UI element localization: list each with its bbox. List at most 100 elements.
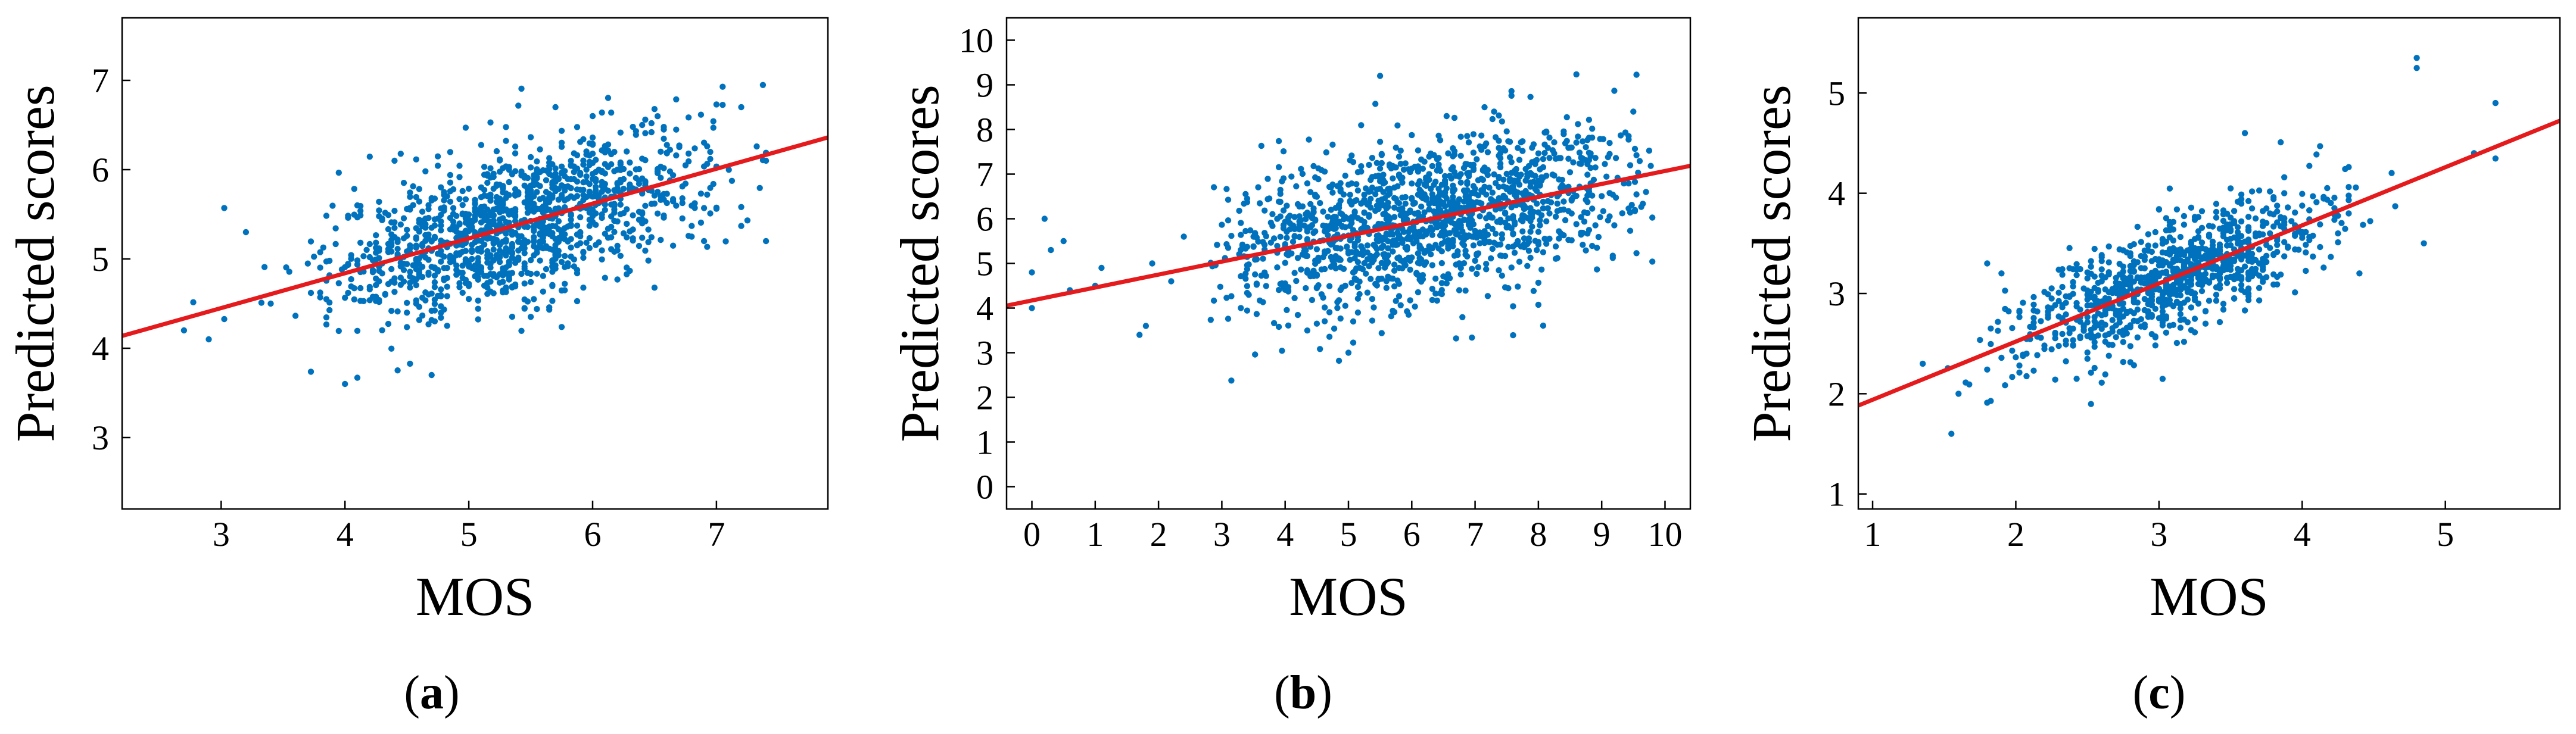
data-point xyxy=(1369,155,1376,161)
data-point xyxy=(1413,238,1420,245)
data-point xyxy=(1457,234,1464,241)
data-point xyxy=(1354,283,1362,291)
data-point xyxy=(1451,114,1458,121)
data-point xyxy=(1415,191,1422,198)
data-point xyxy=(1347,198,1353,204)
data-point xyxy=(1277,198,1284,205)
data-point xyxy=(1348,152,1355,159)
data-point xyxy=(391,289,398,295)
data-point xyxy=(1402,200,1409,207)
data-point xyxy=(1496,112,1502,119)
y-axis-label: Predicted scores xyxy=(1741,85,1802,442)
data-point xyxy=(2066,265,2073,271)
data-point xyxy=(1334,245,1341,252)
data-point xyxy=(1625,136,1632,143)
data-point xyxy=(611,202,618,210)
data-point xyxy=(1396,154,1403,160)
data-point xyxy=(521,182,528,189)
data-point xyxy=(1397,257,1404,264)
y-tick-label: 3 xyxy=(976,334,993,373)
data-point xyxy=(283,264,289,271)
data-point xyxy=(1612,155,1619,161)
data-point xyxy=(1966,381,1973,388)
data-point xyxy=(2346,210,2352,217)
data-point xyxy=(1586,157,1593,164)
data-point xyxy=(685,150,692,157)
data-point xyxy=(540,273,546,279)
data-point xyxy=(459,202,466,208)
data-point xyxy=(602,207,608,213)
data-point xyxy=(1312,228,1319,235)
data-point xyxy=(1535,209,1542,215)
data-point xyxy=(2184,319,2191,326)
data-point xyxy=(413,282,419,289)
data-point xyxy=(2159,376,2166,382)
data-point xyxy=(2048,346,2055,352)
data-point xyxy=(1515,238,1521,245)
data-point xyxy=(1546,135,1553,141)
data-point xyxy=(527,154,534,161)
data-point xyxy=(2105,352,2112,359)
data-point xyxy=(2134,299,2141,306)
data-point xyxy=(462,196,469,202)
data-point xyxy=(2335,213,2341,219)
data-point xyxy=(2070,283,2076,290)
data-point xyxy=(481,192,488,199)
data-point xyxy=(1477,143,1483,150)
data-point xyxy=(416,186,423,192)
data-point xyxy=(2306,237,2313,243)
data-point xyxy=(2102,338,2108,345)
data-point xyxy=(611,217,618,224)
data-point xyxy=(1041,215,1048,222)
data-point xyxy=(1275,323,1282,330)
data-point xyxy=(428,264,435,270)
data-point xyxy=(1284,229,1290,235)
data-point xyxy=(1435,155,1442,161)
data-point xyxy=(478,142,485,148)
data-point xyxy=(1296,213,1303,220)
data-point xyxy=(738,104,745,111)
caption-letter: b xyxy=(1290,667,1317,719)
data-point xyxy=(704,191,711,198)
data-point xyxy=(1462,248,1469,254)
data-point xyxy=(1508,88,1515,95)
data-point xyxy=(537,168,543,176)
data-point xyxy=(431,272,438,279)
data-point xyxy=(654,210,661,217)
data-point xyxy=(2009,324,2016,332)
data-point xyxy=(1304,180,1311,187)
data-point xyxy=(512,218,519,224)
data-point xyxy=(1546,235,1553,242)
data-point xyxy=(2166,246,2173,252)
data-point xyxy=(593,187,599,194)
data-point xyxy=(624,264,630,271)
data-point xyxy=(407,189,413,196)
data-point xyxy=(317,249,323,255)
data-point xyxy=(527,279,534,285)
data-point xyxy=(2170,266,2177,273)
data-point xyxy=(1351,243,1358,250)
data-point xyxy=(2113,279,2119,286)
data-point xyxy=(1373,202,1380,209)
data-point xyxy=(1270,320,1278,326)
data-point xyxy=(2245,236,2252,243)
data-point xyxy=(2281,174,2288,180)
data-point xyxy=(1481,237,1488,244)
data-point xyxy=(2188,204,2195,211)
data-point xyxy=(2260,218,2266,225)
data-point xyxy=(354,261,361,268)
data-point xyxy=(487,165,494,171)
data-point xyxy=(348,255,354,262)
data-point xyxy=(335,280,342,286)
y-tick-label: 10 xyxy=(959,21,993,60)
data-point xyxy=(531,182,537,189)
data-point xyxy=(577,139,584,145)
data-point xyxy=(496,242,503,248)
data-point xyxy=(2152,274,2158,281)
data-point xyxy=(1419,226,1426,233)
data-point xyxy=(407,206,413,213)
data-point xyxy=(1584,171,1591,178)
data-point xyxy=(1296,233,1303,240)
data-point xyxy=(1419,272,1426,279)
data-point xyxy=(1508,264,1515,271)
